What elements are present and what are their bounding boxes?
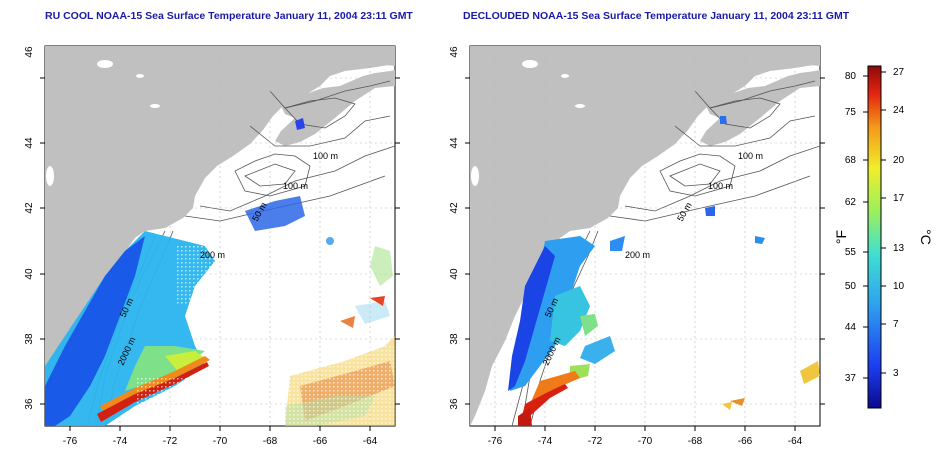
left-axis-ticks (40, 77, 400, 431)
x-tick-label: -70 (638, 436, 653, 447)
temperature-colorbar: 80 75 68 62 55 50 44 37 27 24 20 17 13 1… (833, 65, 934, 409)
f-tick-label: 44 (845, 322, 857, 333)
colorbar-ticks (863, 71, 886, 379)
right-axis-ticks (465, 77, 825, 431)
colorbar-gradient (867, 65, 882, 409)
c-tick-label: 10 (893, 281, 905, 292)
x-tick-label: -72 (588, 436, 603, 447)
y-tick-label: 42 (24, 202, 35, 214)
left-map-title: RU COOL NOAA-15 Sea Surface Temperature … (45, 10, 413, 22)
x-tick-label: -68 (263, 436, 278, 447)
c-tick-label: 20 (893, 155, 905, 166)
x-tick-label: -76 (63, 436, 78, 447)
contour-label: 200 m (625, 250, 650, 260)
f-tick-label: 68 (845, 155, 857, 166)
y-tick-label: 42 (449, 202, 460, 214)
f-tick-label: 62 (845, 197, 857, 208)
right-map-title: DECLOUDED NOAA-15 Sea Surface Temperatur… (463, 10, 850, 22)
contour-label: 100 m (738, 151, 763, 161)
left-sst-swath (45, 118, 395, 426)
fahrenheit-axis-label: °F (833, 230, 849, 244)
c-tick-label: 3 (893, 368, 899, 379)
x-tick-label: -72 (163, 436, 178, 447)
contour-label: 200 m (200, 250, 225, 260)
celsius-tick-labels: 27 24 20 17 13 10 7 3 (893, 67, 905, 379)
c-tick-label: 13 (893, 243, 905, 254)
y-tick-label: 36 (24, 398, 35, 410)
left-map-panel[interactable]: 100 m 100 m 50 m 200 m 50 m 2000 m -76 -… (24, 45, 400, 447)
y-tick-label: 40 (449, 268, 460, 280)
x-tick-label: -66 (313, 436, 328, 447)
x-tick-label: -74 (538, 436, 553, 447)
y-tick-label: 36 (449, 398, 460, 410)
contour-label: 100 m (283, 181, 308, 191)
x-tick-label: -70 (213, 436, 228, 447)
y-tick-label: 46 (449, 46, 460, 58)
right-sst-swath (508, 116, 820, 426)
x-tick-label: -64 (363, 436, 378, 447)
x-tick-label: -66 (738, 436, 753, 447)
y-tick-label: 44 (24, 137, 35, 149)
y-tick-label: 40 (24, 268, 35, 280)
right-x-tick-labels: -76 -74 -72 -70 -68 -66 -64 (488, 436, 803, 447)
y-tick-label: 38 (24, 333, 35, 345)
contour-label: 100 m (313, 151, 338, 161)
f-tick-label: 55 (845, 247, 857, 258)
c-tick-label: 7 (893, 319, 899, 330)
f-tick-label: 75 (845, 107, 857, 118)
y-tick-label: 46 (24, 46, 35, 58)
f-tick-label: 80 (845, 71, 857, 82)
left-x-tick-labels: -76 -74 -72 -70 -68 -66 -64 (63, 436, 378, 447)
f-tick-label: 50 (845, 281, 857, 292)
c-tick-label: 24 (893, 105, 905, 116)
celsius-axis-label: °C (918, 229, 934, 245)
x-tick-label: -74 (113, 436, 128, 447)
x-tick-label: -68 (688, 436, 703, 447)
fahrenheit-tick-labels: 80 75 68 62 55 50 44 37 (845, 71, 857, 384)
right-y-tick-labels: 36 38 40 42 44 46 (449, 46, 460, 410)
right-map-panel[interactable]: 100 m 100 m 50 m 200 m 50 m 2000 m -76 -… (449, 45, 825, 447)
y-tick-label: 38 (449, 333, 460, 345)
left-y-tick-labels: 36 38 40 42 44 46 (24, 46, 35, 410)
c-tick-label: 27 (893, 67, 905, 78)
y-tick-label: 44 (449, 137, 460, 149)
c-tick-label: 17 (893, 193, 905, 204)
f-tick-label: 37 (845, 373, 857, 384)
x-tick-label: -64 (788, 436, 803, 447)
contour-label: 100 m (708, 181, 733, 191)
x-tick-label: -76 (488, 436, 503, 447)
